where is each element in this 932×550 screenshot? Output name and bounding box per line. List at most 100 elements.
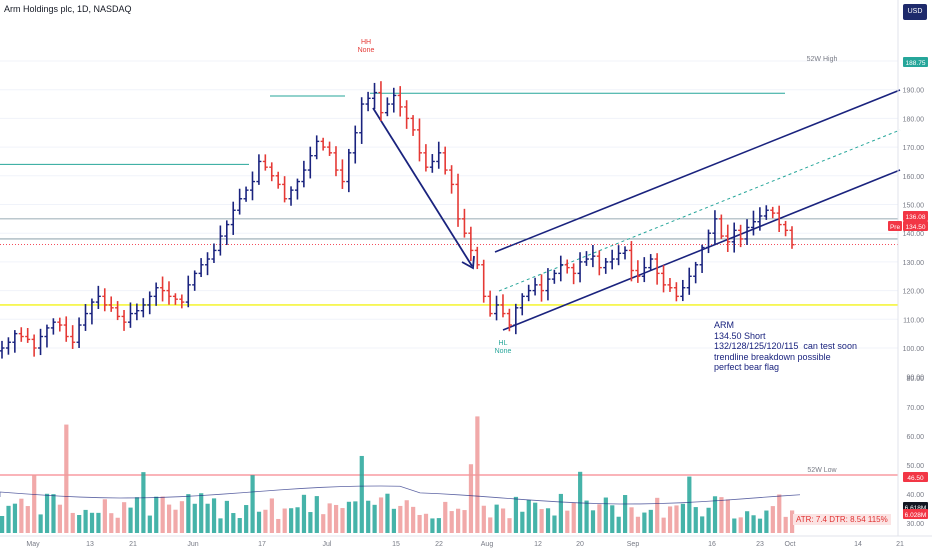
ohlc-bar — [628, 241, 634, 282]
volume-bar — [423, 513, 429, 533]
volume-bar — [790, 510, 795, 533]
ohlc-bar — [429, 154, 435, 173]
ohlc-bar — [256, 154, 262, 185]
volume-bar — [783, 516, 788, 533]
ohlc-bar — [192, 270, 198, 291]
volume-bar — [693, 507, 698, 533]
price-tick-label: 100.00 — [903, 346, 925, 353]
volume-bar — [648, 509, 653, 533]
ohlc-bar — [70, 325, 76, 349]
ohlc-bar — [564, 259, 570, 274]
volume-bar — [597, 504, 602, 533]
ohlc-bar — [641, 257, 647, 283]
ohlc-bar — [468, 226, 474, 261]
time-tick-label: 21 — [129, 541, 137, 548]
ohlc-bar — [648, 254, 654, 271]
volume-bar — [32, 474, 37, 533]
volume-bar — [186, 494, 191, 533]
ohlc-bar — [596, 250, 602, 276]
volume-bar — [443, 501, 448, 533]
volume-bar — [661, 517, 666, 533]
ohlc-bar — [224, 220, 230, 246]
ohlc-bar — [63, 316, 69, 342]
price-tick-label: 160.00 — [903, 174, 925, 181]
volume-bar — [462, 510, 467, 533]
volume-bar — [256, 511, 262, 533]
volume-bar — [333, 504, 339, 533]
volume-bar — [372, 504, 377, 533]
volume-bar — [667, 506, 673, 533]
volume-bar — [244, 505, 249, 533]
horizontal-levels — [0, 92, 898, 476]
volume-bar — [51, 494, 56, 533]
volume-bar — [154, 496, 159, 533]
ohlc-bar — [571, 263, 577, 285]
volume-bar — [231, 513, 236, 533]
ohlc-bar — [76, 317, 82, 348]
volume-bar — [391, 508, 396, 533]
ohlc-bar — [506, 308, 512, 332]
ohlc-bar — [31, 334, 37, 357]
price-tag-bg — [903, 57, 928, 67]
volume-bar — [179, 501, 185, 533]
ohlc-bar — [603, 257, 609, 274]
ohlc-bar — [12, 330, 18, 353]
volume-bar — [635, 516, 641, 533]
down-arrow-line — [372, 107, 473, 267]
time-tick-label: 22 — [435, 541, 443, 548]
ohlc-bar — [494, 295, 500, 321]
ohlc-bar — [327, 141, 333, 156]
volume-bar — [430, 518, 435, 533]
volume-bar — [224, 500, 229, 533]
ohlc-bar — [121, 310, 127, 331]
chart-title: Arm Holdings plc, 1D, NASDAQ — [4, 4, 132, 14]
time-tick-label: 23 — [756, 541, 764, 548]
hh-label: HH — [361, 39, 371, 46]
volume-bar — [25, 506, 30, 533]
currency-button[interactable]: USD — [903, 4, 927, 20]
volume-bar — [134, 497, 140, 533]
price-tag-label: 134.50 — [906, 224, 926, 231]
ohlc-bar — [127, 302, 133, 328]
volume-bar — [623, 495, 628, 533]
volume-bar — [327, 503, 332, 533]
time-tick-label: Oct — [785, 541, 796, 548]
price-tick-label: 50.00 — [906, 463, 924, 470]
volume-bar — [507, 518, 512, 533]
price-tick-label: 170.00 — [903, 145, 925, 152]
ohlc-bar — [744, 219, 750, 246]
time-tick-label: 12 — [534, 541, 542, 548]
volume-bar — [655, 497, 660, 533]
ohlc-bar — [160, 276, 166, 302]
ohlc-bar — [423, 144, 429, 172]
ohlc-bar — [198, 258, 204, 278]
ohlc-bar — [513, 303, 519, 335]
ohlc-bar — [487, 290, 493, 317]
price-tag-label: 136.08 — [906, 214, 926, 221]
ohlc-bar — [738, 224, 744, 248]
channel-upper-line — [494, 89, 901, 253]
ohlc-bar — [230, 201, 236, 235]
volume-bar — [398, 505, 403, 533]
price-tag-bg — [903, 472, 928, 482]
volume-bar — [96, 512, 101, 533]
ohlc-bar — [89, 298, 95, 325]
ohlc-bar — [693, 261, 699, 284]
volume-bar — [552, 515, 557, 533]
volume-bar — [725, 499, 730, 533]
volume-bars — [0, 416, 801, 533]
ohlc-bar — [294, 178, 300, 200]
ohlc-bar — [5, 337, 11, 355]
ohlc-bar — [609, 249, 615, 270]
ohlc-bar — [757, 207, 763, 231]
volume-bar — [603, 497, 608, 533]
volume-bar — [417, 514, 422, 533]
ohlc-bar — [217, 225, 223, 256]
ohlc-bar — [545, 268, 551, 301]
volume-bar — [770, 506, 775, 533]
ohlc-bar — [57, 317, 63, 332]
ohlc-bar — [25, 327, 31, 343]
volume-bar — [147, 515, 152, 533]
volume-bar — [616, 516, 621, 533]
